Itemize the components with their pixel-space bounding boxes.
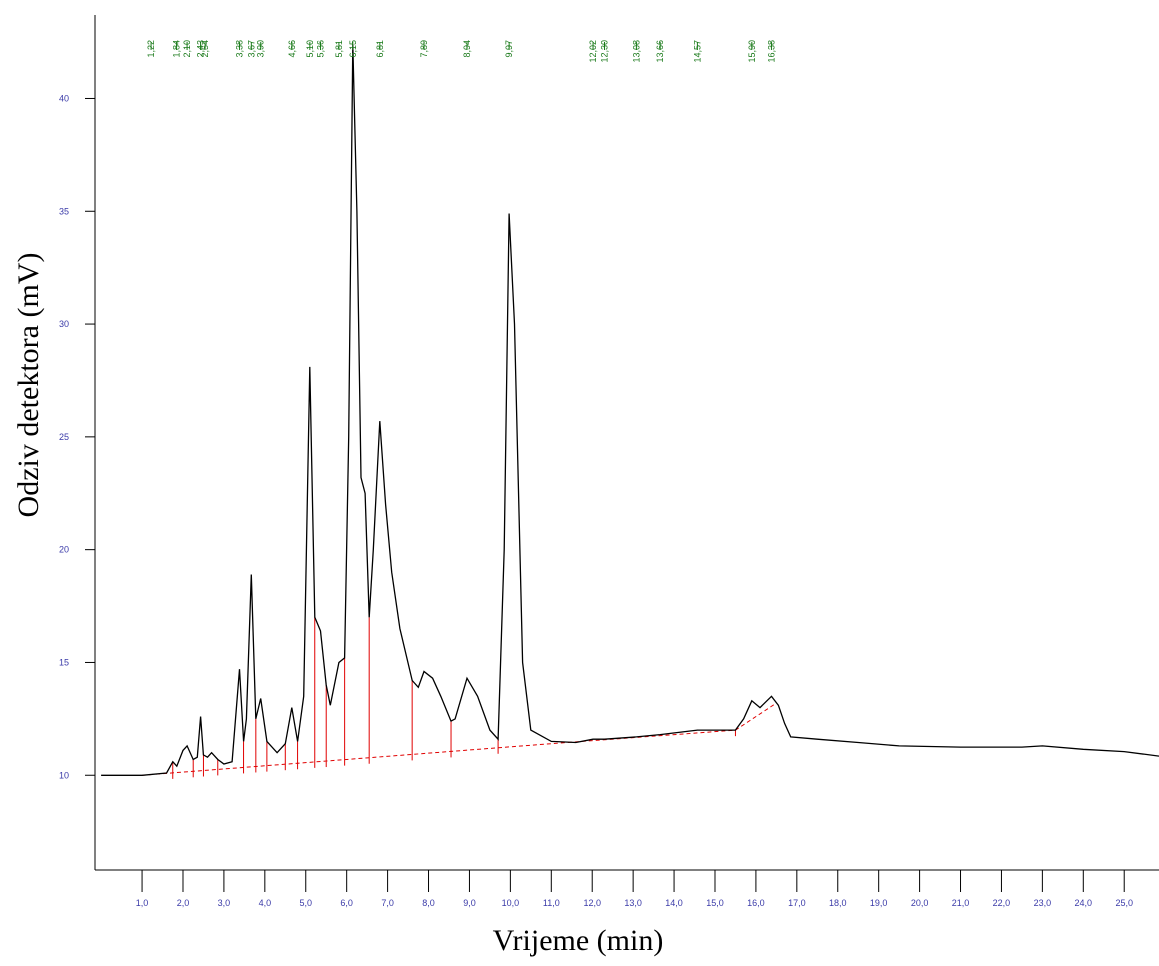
x-tick-label: 14,0 bbox=[665, 898, 683, 908]
x-tick-label: 17,0 bbox=[788, 898, 806, 908]
peak-label: 12,02 bbox=[588, 40, 598, 63]
x-tick-label: 18,0 bbox=[829, 898, 847, 908]
peak-label: 12,30 bbox=[599, 40, 609, 63]
peak-label: 13,66 bbox=[655, 40, 665, 63]
peak-label: 3,90 bbox=[256, 40, 266, 58]
peak-label: 9,97 bbox=[504, 40, 514, 58]
peak-label: 5,36 bbox=[315, 40, 325, 58]
x-tick-label: 4,0 bbox=[259, 898, 272, 908]
y-axis-title: Odziv detektora (mV) bbox=[12, 253, 45, 518]
peak-label: 4,66 bbox=[287, 40, 297, 58]
x-tick-label: 9,0 bbox=[463, 898, 476, 908]
peak-label: 13,08 bbox=[631, 40, 641, 63]
x-tick-label: 2,0 bbox=[177, 898, 190, 908]
y-tick-label: 35 bbox=[59, 206, 69, 216]
x-tick-label: 24,0 bbox=[1075, 898, 1093, 908]
x-tick-label: 8,0 bbox=[422, 898, 435, 908]
peak-label: 14,57 bbox=[692, 40, 702, 63]
x-tick-label: 10,0 bbox=[502, 898, 520, 908]
peak-label: 3,38 bbox=[234, 40, 244, 58]
x-tick-label: 5,0 bbox=[299, 898, 312, 908]
x-tick-label: 21,0 bbox=[952, 898, 970, 908]
x-tick-label: 3,0 bbox=[218, 898, 231, 908]
x-tick-label: 25,0 bbox=[1115, 898, 1133, 908]
peak-label: 2,43 bbox=[196, 40, 206, 58]
x-tick-label: 19,0 bbox=[870, 898, 888, 908]
x-tick-label: 6,0 bbox=[340, 898, 353, 908]
peak-label: 6,15 bbox=[348, 40, 358, 58]
peak-label: 2,54 bbox=[200, 40, 210, 58]
x-tick-label: 13,0 bbox=[624, 898, 642, 908]
x-tick-label: 20,0 bbox=[911, 898, 929, 908]
x-tick-label: 15,0 bbox=[706, 898, 724, 908]
peak-label: 2,10 bbox=[182, 40, 192, 58]
y-tick-label: 30 bbox=[59, 319, 69, 329]
peak-label: 16,38 bbox=[766, 40, 776, 63]
peak-label: 7,89 bbox=[419, 40, 429, 58]
y-tick-label: 40 bbox=[59, 93, 69, 103]
peak-label: 1,22 bbox=[146, 40, 156, 58]
peak-label: 8,94 bbox=[462, 40, 472, 58]
peak-label: 3,67 bbox=[246, 40, 256, 58]
y-tick-label: 25 bbox=[59, 432, 69, 442]
peak-label: 6,81 bbox=[375, 40, 385, 58]
x-tick-label: 16,0 bbox=[747, 898, 765, 908]
baseline bbox=[142, 702, 777, 776]
y-tick-label: 15 bbox=[59, 657, 69, 667]
x-tick-label: 11,0 bbox=[543, 898, 560, 908]
peak-label: 15,90 bbox=[747, 40, 757, 63]
y-tick-label: 10 bbox=[59, 770, 69, 780]
x-tick-label: 7,0 bbox=[381, 898, 394, 908]
peak-label: 1,84 bbox=[171, 40, 181, 58]
y-tick-label: 20 bbox=[59, 545, 69, 555]
peak-label: 5,10 bbox=[305, 40, 315, 58]
x-axis-title: Vrijeme (min) bbox=[493, 924, 664, 957]
signal-trace bbox=[101, 44, 1159, 776]
x-tick-label: 23,0 bbox=[1034, 898, 1052, 908]
peak-label: 5,81 bbox=[334, 40, 344, 58]
x-tick-label: 22,0 bbox=[993, 898, 1011, 908]
x-tick-label: 12,0 bbox=[583, 898, 601, 908]
x-tick-label: 1,0 bbox=[136, 898, 149, 908]
